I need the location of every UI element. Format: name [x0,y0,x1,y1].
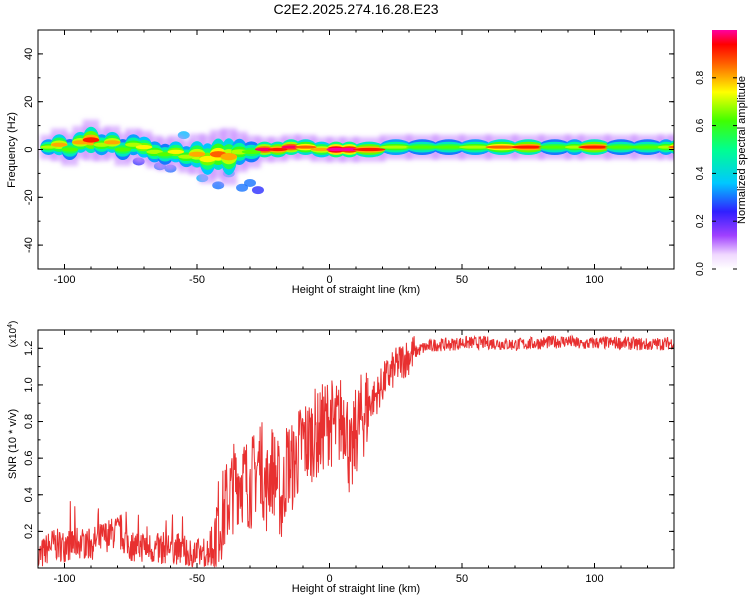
y-tick-label: 1.2 [23,341,35,356]
spectrogram-cell [241,149,261,154]
spectrogram-cell [631,145,664,149]
spectrogram-blob [244,178,256,187]
spectrogram-cell [146,149,163,154]
spectrogram-cell [82,137,100,143]
spectrogram-cell [538,145,571,149]
spectrogram-cell [188,151,206,157]
spectrogram-ylabel: Frequency (Hz) [6,112,18,188]
spectrogram-cell [114,147,132,152]
spectrogram-cell [578,145,611,149]
spectrogram-cell [281,145,301,149]
spectrogram-cell [339,147,359,152]
spectrogram-cell [406,145,439,149]
colorbar-tick-label: 0.2 [695,214,706,228]
snr-plot-area [38,330,674,568]
x-tick-label: 0 [326,274,332,286]
y-tick-label: 20 [23,96,35,108]
spectrogram-cell [310,147,333,152]
spectrogram-cell [512,145,545,149]
spectrogram-cell [40,145,57,149]
colorbar-ticks: 0.0 0.2 0.4 0.6 0.8 [695,70,737,276]
y-tick-label: 0 [23,146,35,152]
x-tick-label: -50 [189,274,205,286]
snr-panel: -100 -50 0 50 100 0.2 0.4 0.6 0.8 1.0 1.2 Height o… [7,321,675,595]
y-tick-label: 0.6 [23,451,35,466]
y-tick-label: -20 [23,189,35,205]
x-tick-label: 0 [326,573,332,585]
spectrogram-cell [125,142,142,147]
x-tick-label: 100 [585,573,603,585]
spectrogram-cell [50,142,68,147]
spectrogram-cell [231,149,248,155]
spectrogram-cell [61,147,79,152]
x-tick-label: -50 [189,573,205,585]
x-tick-label: 100 [585,274,603,286]
colorbar: 0.0 0.2 0.4 0.6 0.8 Normalized spectral ampl… [695,30,748,276]
snr-xlabel: Height of straight line (km) [292,583,420,595]
spectrogram-blob [236,183,249,192]
y-tick-label: 40 [23,48,35,60]
spectrogram-xlabel: Height of straight line (km) [292,284,420,296]
spectrogram-panel: -100 -50 0 50 100 -40 -20 0 20 40 Height of strai… [6,29,675,296]
spectrogram-cell [668,145,674,149]
spectrogram-cell [199,155,216,163]
x-tick-label: 50 [456,274,468,286]
spectrogram-cell [326,147,346,152]
colorbar-tick-label: 0.6 [695,118,706,132]
y-tick-label: -40 [23,237,35,253]
spectrogram-blob [251,186,264,195]
spectrogram-cell [167,149,185,154]
spectrogram-cell [93,142,110,147]
spectrogram-cell [604,145,638,149]
colorbar-label: Normalized spectral amplitude [736,76,748,224]
y-tick-label: 0.8 [23,414,35,429]
snr-series [38,334,674,568]
colorbar-tick-label: 0.8 [695,70,706,84]
snr-ylabel: SNR (10 * v/v) [7,409,19,479]
spectrogram-cell [156,152,174,157]
spectrogram-cell [135,145,153,150]
spectrogram-image [40,119,674,195]
spectrogram-cell [294,145,317,149]
spectrogram-cell [268,147,288,152]
colorbar-tick-label: 0.4 [695,166,706,180]
colorbar-bar [712,30,737,269]
spectrogram-cell [220,152,238,161]
spectrogram-cell [459,145,492,149]
spectrogram-cell [254,147,275,152]
y-tick-label: 0.2 [23,524,35,539]
x-tick-label: 50 [456,573,468,585]
spectrogram-axes: -100 -50 0 50 100 -40 -20 0 20 40 [23,29,675,286]
y-tick-label: 1.0 [23,377,35,392]
x-tick-label: -100 [53,274,75,286]
spectrogram-cell [353,147,386,152]
figure-title: C2E2.2025.274.16.28.E23 [273,1,438,17]
snr-axes: -100 -50 0 50 100 0.2 0.4 0.6 0.8 1.0 1.2 [23,330,675,585]
spectrogram-cell [379,145,412,149]
y-tick-label: 0.4 [23,487,35,502]
snr-line [38,334,674,568]
spectrogram-cell [103,140,121,145]
spectrogram-cell [565,145,585,149]
colorbar-tick-label: 0.0 [695,262,706,276]
x-tick-label: -100 [53,573,75,585]
spectrogram-cell [432,145,465,149]
snr-multiplier: (x104) [7,321,19,348]
spectrogram-cell [485,145,518,149]
